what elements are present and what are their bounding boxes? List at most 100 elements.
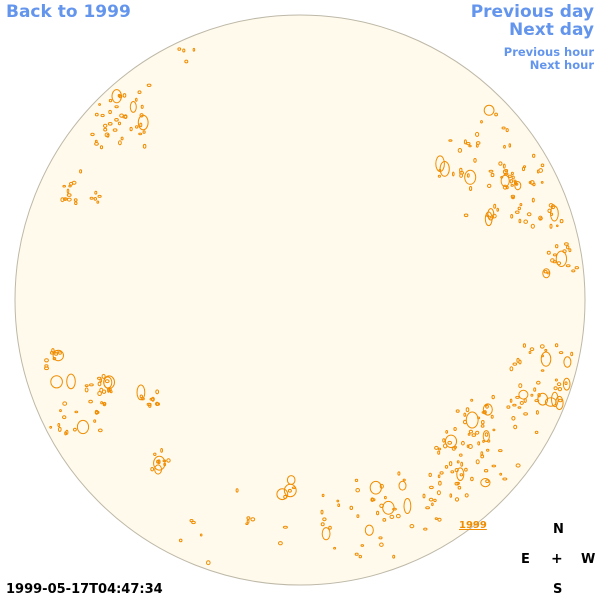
contour-mark	[542, 268, 551, 279]
contour-mark	[528, 181, 532, 184]
contour-mark	[510, 194, 516, 199]
compass-south-label: S	[553, 582, 563, 597]
contour-mark	[557, 387, 563, 392]
contour-mark	[379, 503, 384, 508]
contour-mark	[483, 469, 489, 473]
contour-mark	[150, 467, 155, 472]
contour-mark	[502, 163, 506, 169]
contour-mark	[379, 542, 384, 547]
contour-mark	[450, 470, 455, 474]
contour-mark	[464, 467, 468, 472]
contour-mark	[191, 520, 196, 525]
contour-mark	[498, 161, 503, 166]
contour-mark	[516, 357, 520, 363]
contour-mark	[540, 369, 545, 372]
contour-mark	[466, 173, 470, 178]
contour-mark	[49, 351, 54, 355]
previous-day-link[interactable]: Previous day	[470, 2, 594, 22]
contour-mark	[154, 464, 163, 475]
contour-mark	[482, 403, 493, 416]
contour-mark	[160, 448, 164, 453]
contour-mark	[517, 206, 521, 211]
contour-mark	[475, 143, 479, 148]
contour-mark	[137, 114, 149, 131]
contour-mark	[555, 395, 564, 411]
contour-mark	[112, 128, 118, 132]
contour-mark	[518, 383, 523, 389]
contour-mark	[498, 449, 503, 453]
contour-mark	[52, 357, 57, 361]
contour-mark	[537, 393, 541, 398]
contour-mark	[62, 401, 68, 406]
contour-mark	[321, 493, 325, 498]
contour-mark	[103, 123, 108, 128]
next-day-link[interactable]: Next day	[509, 20, 594, 40]
contour-mark	[511, 416, 516, 421]
contour-mark	[349, 505, 354, 510]
contour-mark	[466, 142, 471, 146]
contour-mark	[84, 384, 89, 388]
contour-mark	[99, 387, 104, 393]
contour-mark	[139, 122, 143, 128]
contour-mark	[455, 409, 460, 413]
contour-mark	[140, 104, 144, 109]
previous-hour-link[interactable]: Previous hour	[503, 45, 594, 59]
contour-mark	[162, 459, 167, 463]
contour-mark	[491, 394, 495, 400]
contour-mark	[282, 525, 288, 529]
contour-mark	[44, 366, 49, 371]
contour-mark	[553, 386, 558, 391]
contour-mark	[526, 212, 532, 217]
contour-mark	[355, 488, 361, 493]
contour-mark	[184, 59, 189, 64]
contour-mark	[540, 181, 544, 184]
next-hour-link[interactable]: Next hour	[529, 58, 594, 72]
contour-mark	[517, 406, 522, 409]
contour-mark	[534, 430, 539, 434]
region-1999-link[interactable]: 1999	[459, 520, 487, 531]
contour-mark	[250, 517, 256, 522]
contour-mark	[149, 397, 155, 401]
contour-mark	[523, 398, 527, 403]
contour-mark	[502, 477, 508, 481]
contour-mark	[487, 183, 492, 188]
contour-mark	[178, 538, 183, 543]
contour-mark	[468, 429, 473, 434]
contour-mark	[437, 474, 441, 479]
contour-mark	[322, 517, 327, 522]
contour-mark	[565, 264, 571, 268]
contour-mark	[484, 432, 489, 437]
contour-mark	[97, 194, 102, 198]
region-label[interactable]: 1999	[459, 520, 487, 531]
contour-mark	[477, 416, 481, 420]
contour-mark	[49, 425, 53, 429]
contour-mark	[356, 514, 360, 518]
contour-mark	[61, 415, 67, 420]
back-to-year-link[interactable]: Back to 1999	[6, 2, 131, 22]
contour-mark	[551, 391, 559, 408]
contour-mark	[119, 113, 124, 118]
contour-mark	[485, 479, 490, 484]
contour-mark	[480, 451, 484, 457]
contour-mark	[470, 398, 474, 402]
contour-mark	[438, 168, 442, 172]
contour-mark	[103, 402, 107, 406]
contour-mark	[155, 389, 160, 395]
contour-mark	[460, 461, 464, 467]
contour-mark	[99, 145, 104, 150]
contour-mark	[523, 412, 528, 416]
contour-mark	[503, 144, 506, 149]
contour-mark	[547, 208, 552, 214]
contour-mark	[101, 373, 106, 379]
contour-mark	[500, 174, 510, 187]
contour-mark	[533, 387, 537, 392]
contour-mark	[538, 168, 544, 173]
contour-mark	[459, 173, 464, 178]
contour-mark	[519, 203, 523, 207]
contour-mark	[97, 376, 102, 380]
contour-mark	[122, 93, 127, 98]
contour-mark	[88, 399, 93, 404]
contour-mark	[98, 103, 101, 106]
contour-mark	[506, 405, 511, 409]
contour-mark	[552, 253, 557, 257]
